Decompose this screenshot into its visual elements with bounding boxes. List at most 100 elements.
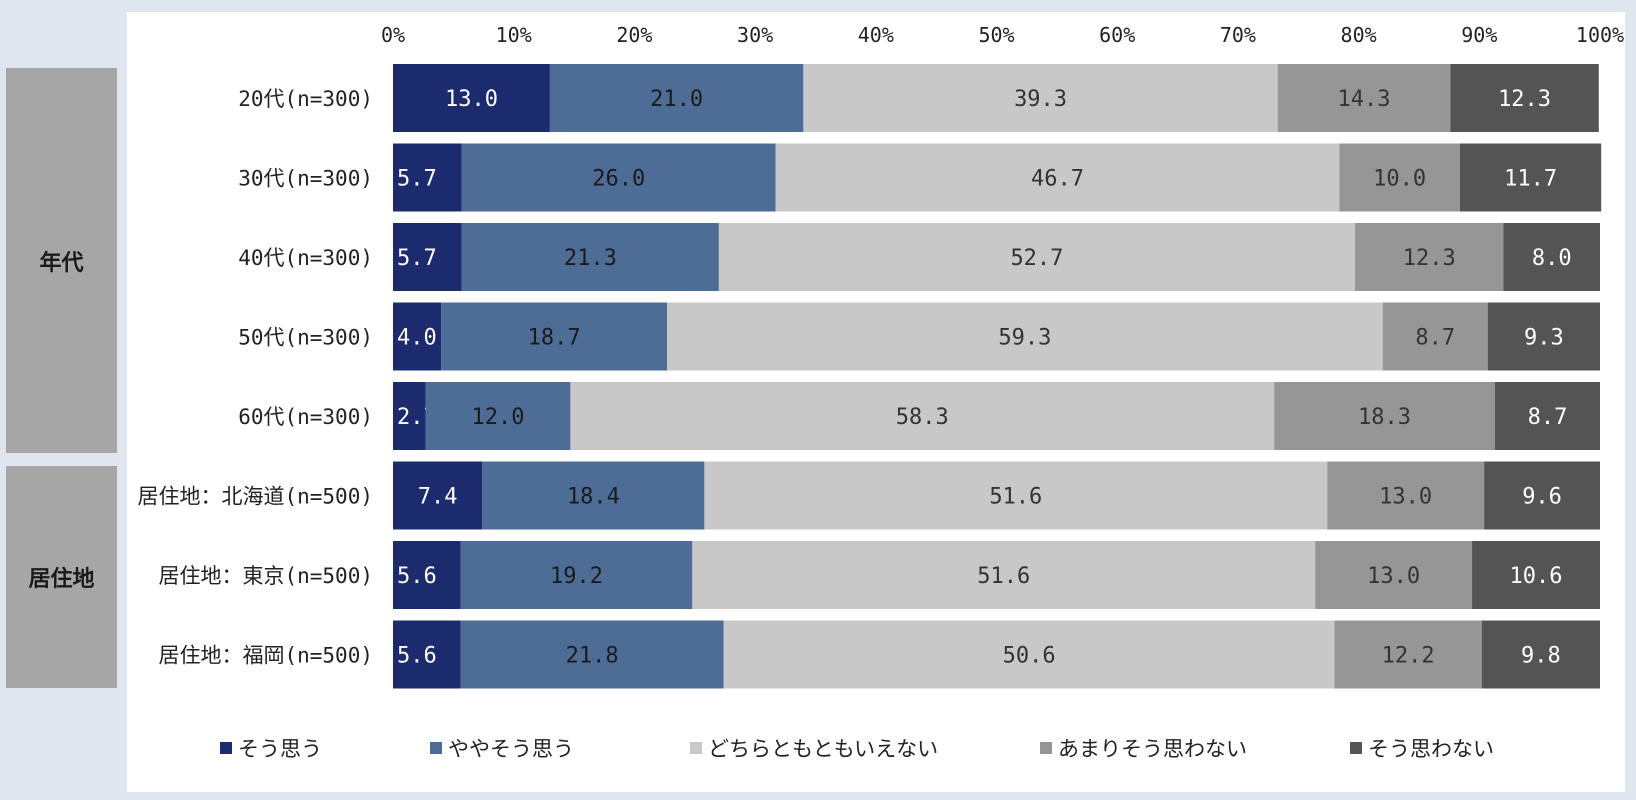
data-label: 19.2 <box>550 564 603 589</box>
data-label: 26.0 <box>592 167 645 192</box>
group-label-age: 年代 <box>6 68 117 453</box>
x-tick-label: 40% <box>858 23 894 47</box>
bar-segment <box>1487 302 1600 371</box>
data-label: 13.0 <box>1379 485 1432 510</box>
x-tick-label: 60% <box>1099 23 1135 47</box>
bar-segment <box>441 302 667 371</box>
data-label: 9.6 <box>1522 485 1562 510</box>
data-label: 8.0 <box>1532 246 1572 271</box>
bar-segment <box>393 541 461 609</box>
bar-segment <box>461 143 776 212</box>
data-label: 12.3 <box>1403 246 1456 271</box>
legend-item: ややそう思う <box>430 733 574 763</box>
data-label: 21.8 <box>566 644 619 669</box>
data-label: 18.4 <box>567 485 620 510</box>
x-tick-label: 100% <box>1576 23 1624 47</box>
data-label: 58.3 <box>896 405 949 430</box>
data-label: 51.6 <box>989 485 1042 510</box>
legend-swatch <box>1350 742 1362 754</box>
x-tick-label: 10% <box>496 23 532 47</box>
legend-swatch <box>220 742 232 754</box>
category-label: 30代(n=300) <box>238 167 373 191</box>
x-tick-label: 50% <box>978 23 1014 47</box>
bar-segment <box>461 223 719 291</box>
bar-segment <box>1327 461 1485 530</box>
bar-segment <box>393 620 461 689</box>
x-tick-label: 80% <box>1341 23 1377 47</box>
bar-segment <box>425 382 571 450</box>
data-label: 8.7 <box>1415 326 1455 351</box>
bar-segment <box>393 64 550 132</box>
bar-segment <box>775 143 1340 212</box>
category-label: 60代(n=300) <box>238 405 373 429</box>
bar-segment <box>1339 143 1460 212</box>
bar-segment <box>718 223 1355 291</box>
bar-segment <box>393 223 462 291</box>
data-label: 18.3 <box>1358 405 1411 430</box>
x-tick-label: 90% <box>1461 23 1497 47</box>
data-label: 12.2 <box>1382 644 1435 669</box>
bar-segment <box>1484 461 1600 530</box>
bar-segment <box>1494 382 1600 450</box>
data-label: 59.3 <box>998 326 1051 351</box>
data-label: 5.6 <box>397 644 437 669</box>
bar-segment <box>723 620 1335 689</box>
group-label-age-text: 年代 <box>39 250 84 276</box>
data-label: 9.8 <box>1521 644 1561 669</box>
bar-segment <box>1334 620 1482 689</box>
bar-segment <box>393 461 483 530</box>
legend-item: あまりそう思わない <box>1040 733 1247 763</box>
bar-segment <box>393 382 426 450</box>
data-label: 39.3 <box>1014 87 1067 112</box>
data-label: 4.0 <box>397 326 437 351</box>
legend: そう思う ややそう思う どちらともともいえない あまりそう思わない そう思わない <box>220 733 1540 763</box>
bar-segment <box>1354 223 1504 291</box>
x-tick-label: 0% <box>381 23 405 47</box>
bar-segment <box>460 620 724 689</box>
bar-segment <box>1382 302 1488 371</box>
data-label: 51.6 <box>977 564 1030 589</box>
bar-segment <box>692 541 1316 609</box>
legend-label: そう思う <box>238 737 322 761</box>
data-label: 5.7 <box>397 167 437 192</box>
data-label: 8.7 <box>1528 405 1568 430</box>
data-label: 12.0 <box>472 405 525 430</box>
data-label: 52.7 <box>1010 246 1063 271</box>
bar-segment <box>460 541 693 609</box>
bar-segment <box>1503 223 1600 291</box>
bar-segment <box>1481 620 1600 689</box>
legend-item: そう思う <box>220 733 322 763</box>
legend-label: どちらともともいえない <box>708 737 939 761</box>
category-label: 居住地：東京(n=500) <box>158 564 373 588</box>
legend-item: どちらともともいえない <box>690 733 938 763</box>
legend-swatch <box>430 742 442 754</box>
bar-segment <box>1472 541 1600 609</box>
data-label: 18.7 <box>528 326 581 351</box>
category-label: 20代(n=300) <box>238 87 373 111</box>
legend-label: ややそう思う <box>448 737 574 761</box>
data-label: 10.0 <box>1373 167 1426 192</box>
bar-segment <box>1315 541 1473 609</box>
category-label: 居住地：福岡(n=500) <box>158 644 373 668</box>
data-label: 10.6 <box>1510 564 1563 589</box>
data-label: 12.3 <box>1498 87 1551 112</box>
data-label: 46.7 <box>1031 167 1084 192</box>
bar-segment <box>482 461 705 530</box>
data-label: 21.3 <box>564 246 617 271</box>
bar-segment <box>549 64 804 132</box>
stacked-bar-chart: 0% 10% 20% 30% 40% 50% 60% 70% 80% 90% 100% 20代(n=3… <box>137 23 1624 689</box>
data-label: 13.0 <box>1367 564 1420 589</box>
category-label: 40代(n=300) <box>238 246 373 270</box>
bar-segment <box>666 302 1383 371</box>
bar-segment <box>803 64 1278 132</box>
legend-swatch <box>690 742 702 754</box>
bar-segment <box>704 461 1328 530</box>
bar-segment <box>1459 143 1602 212</box>
data-label: 11.7 <box>1504 167 1557 192</box>
x-tick-label: 70% <box>1220 23 1256 47</box>
data-label: 7.4 <box>418 485 458 510</box>
legend-swatch <box>1040 742 1052 754</box>
data-label: 21.0 <box>650 87 703 112</box>
x-tick-label: 30% <box>737 23 773 47</box>
bar-segment <box>570 382 1275 450</box>
